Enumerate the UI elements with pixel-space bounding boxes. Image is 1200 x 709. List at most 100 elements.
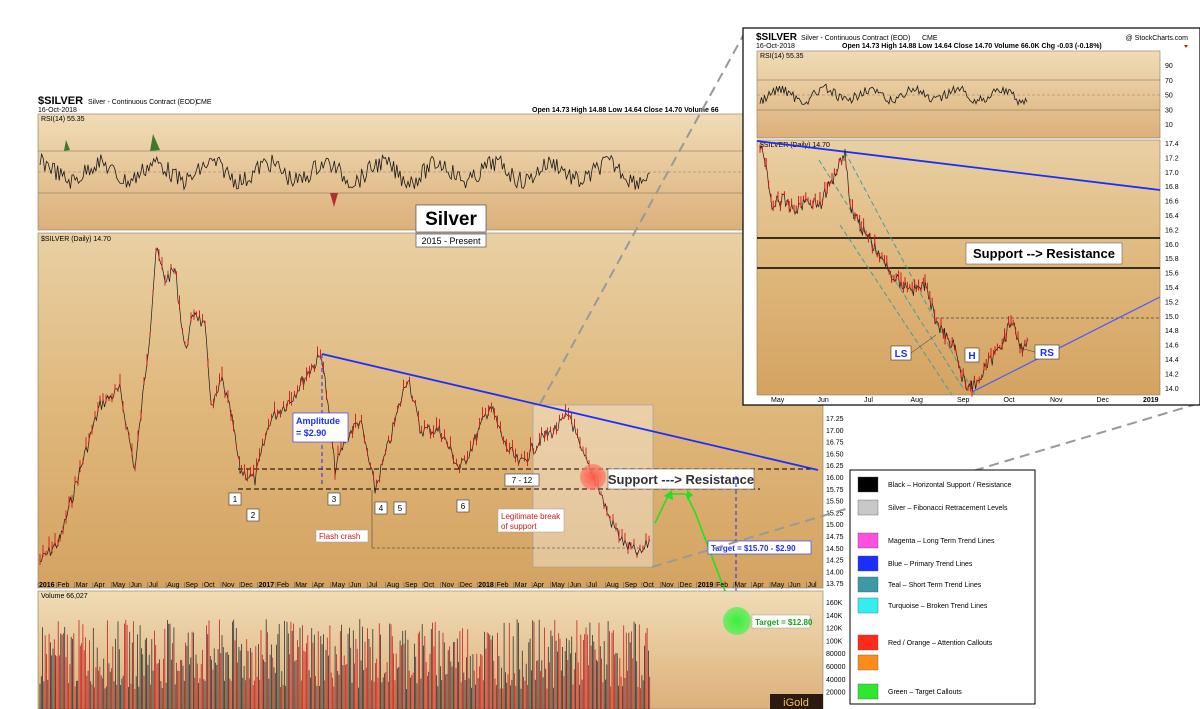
price-tick-label: 15.75 [826,487,844,494]
price-tick-label: 14.75 [826,534,844,541]
legit-break-text-1: Legitimate break [501,512,561,521]
target1-box [707,540,812,555]
x-tick-label: Jun [570,582,581,589]
x-tick-label: Feb [57,582,69,589]
pivot-1: 1 [233,495,238,504]
inset-price-tick: 17.0 [1165,170,1179,177]
main-description: Silver - Continuous Contract (EOD) [88,99,197,106]
pivot-6: 6 [461,502,466,511]
x-tick-label: Sep [405,582,418,589]
x-tick-label: Oct [204,582,215,589]
legend-item [857,654,879,671]
inset-price-tick: 14.4 [1165,357,1179,364]
legend-label: Teal – Short Term Trend Lines [888,582,982,589]
main-price-line [39,247,651,563]
inset-teal-channel-2 [839,224,953,396]
legend-item: Blue – Primary Trend Lines [857,555,973,572]
amplitude-text-1: Amplitude [296,416,340,426]
price-tick-label: 16.75 [826,440,844,447]
inset-x-axis: May Jun Jul Aug Sep Oct Nov Dec 2019 [771,397,1159,404]
main-date: 16-Oct-2018 [38,107,77,114]
main-price-axis: 17.25 17.00 16.75 16.50 16.25 16.00 15.75 15.50… [826,416,844,588]
x-tick-label: Apr [753,582,765,589]
price-tick-label: 15.25 [826,510,844,517]
inset-x-tick: May [771,397,785,404]
legend-label: Silver – Fibonacci Retracement Levels [888,505,1008,512]
inset-x-tick: Jun [818,397,829,404]
inset-price-tick: 15.0 [1165,314,1179,321]
inset-price-tick: 17.2 [1165,155,1179,162]
price-tick-label: 17.25 [826,416,844,423]
x-tick-label: Nov [222,582,235,589]
x-tick-label: Jul [808,582,817,589]
subtitle-box-top-text: 2015 - Present [421,236,481,246]
inset-price-tick: 15.2 [1165,299,1179,306]
x-tick-label: Jul [149,582,158,589]
legend-swatch [857,555,879,572]
inset-rsi-axis: 90 70 50 30 10 [1165,63,1173,129]
pivot-labels: 1 2 3 4 5 6 7 - 12 [228,473,540,522]
legend-item: Silver – Fibonacci Retracement Levels [857,499,1008,516]
inset-chart: $SILVER Silver - Continuous Contract (EO… [742,27,1200,406]
legend-label: Blue – Primary Trend Lines [888,561,973,568]
zoom-connector-top [539,33,745,405]
main-ohlc: Open 14.73 High 14.88 Low 14.64 Close 14… [532,107,719,114]
x-tick-label: Nov [442,582,455,589]
price-tick-label: 14.25 [826,558,844,565]
price-tick-label: 15.50 [826,499,844,506]
x-tick-label: May [771,582,785,589]
flash-crash-box [315,529,369,543]
volume-tick-label: 160K [826,600,843,607]
inset-price-tick: 16.6 [1165,199,1179,206]
inset-sr-box [965,242,1123,265]
target2-text: Target = $12.80 [755,618,813,627]
volume-tick-label: 40000 [826,677,846,684]
pivot-4: 4 [379,504,384,513]
price-tick-label: 14.50 [826,546,844,553]
main-rsi-line [39,152,650,191]
legend-swatch [857,476,879,493]
x-tick-label: Oct [643,582,654,589]
main-x-axis: 2016 Feb Mar Apr May Jun Jul Aug Sep Oct Nov Dec 201… [37,582,817,589]
inset-exchange: CME [922,35,938,42]
inset-x-tick: Oct [1004,397,1015,404]
inset-price-tick: 15.4 [1165,285,1179,292]
price-tick-label: 16.50 [826,451,844,458]
legend-swatch [857,597,879,614]
legend-item: Turquoise – Broken Trend Lines [857,597,988,614]
inset-rsi-tick: 30 [1165,107,1173,114]
x-tick-label: Mar [295,582,308,589]
title-box-top-text: Silver [425,209,477,230]
x-tick-label: Jul [368,582,377,589]
main-volume-axis: 160K 140K 120K 100K 80000 60000 40000 20000 [826,600,846,697]
x-tick-label: Feb [497,582,509,589]
target2-box [751,614,811,629]
x-tick-label: Feb [716,582,728,589]
legend-swatch [857,654,879,671]
inset-x-tick: Aug [911,397,924,404]
inset-teal-channel-1 [818,159,964,389]
x-tick-label: Nov [661,582,674,589]
main-volume-bars [39,619,651,709]
volume-tick-label: 140K [826,613,843,620]
support-resistance-box [607,468,755,490]
title-box-top [415,204,487,233]
watermark-text: iGold [783,697,809,709]
inset-rsi-tick: 70 [1165,78,1173,85]
x-tick-label: 2018 [478,582,494,589]
main-price-label: $SILVER (Daily) 14.70 [41,236,111,243]
main-chart: $SILVER Silver - Continuous Contract (EO… [37,95,846,709]
legend-swatch [857,634,879,651]
volume-tick-label: 60000 [826,664,846,671]
x-tick-label: May [112,582,126,589]
x-tick-label: Jun [350,582,361,589]
legend-swatch [857,683,879,700]
inset-ls: LS [895,349,908,360]
inset-price-tick: 16.2 [1165,227,1179,234]
inset-price-tick: 15.8 [1165,256,1179,263]
inset-rsi-line [759,83,1028,107]
arrow-head-2 [687,490,693,500]
legend-label: Red / Orange – Attention Callouts [888,640,993,647]
pivot-3: 3 [332,495,337,504]
